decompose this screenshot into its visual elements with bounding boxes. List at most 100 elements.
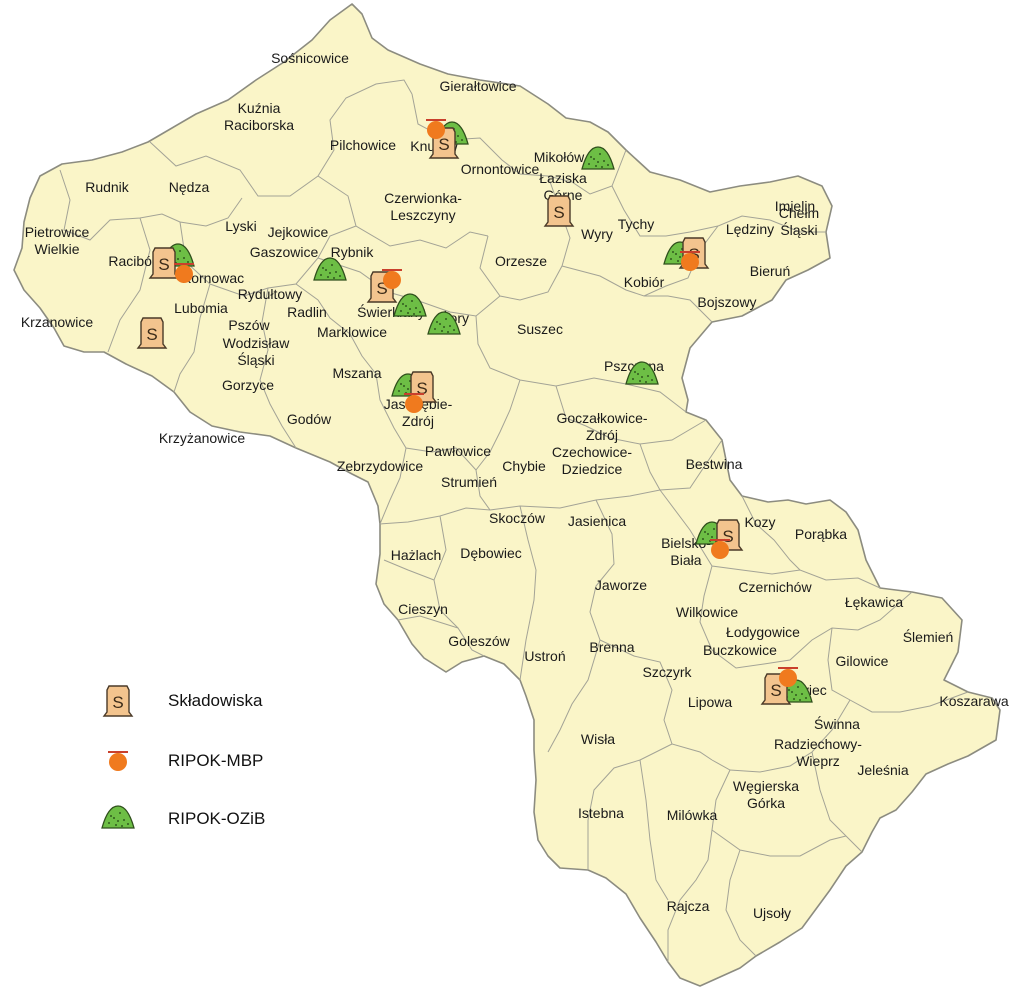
mbp-symbol [404,393,424,413]
place-label: Węgierska Górka [733,778,799,811]
place-label: Pietrowice Wielkie [25,224,90,257]
place-label: Wyry [581,226,613,242]
legend-label: RIPOK-OZiB [168,809,265,828]
place-label: Ujsoły [753,905,791,921]
svg-text:S: S [376,279,387,298]
place-label: Nędza [169,179,210,195]
place-labels: Sośnicowice Gierałtowice Kuźnia Raciborska P… [21,50,1009,921]
place-label: Ornontowice [461,161,540,177]
place-label: Mszana [332,365,381,381]
ozib-symbol [313,257,347,281]
landfill-symbol: S [543,195,575,227]
place-label: Lipowa [688,694,733,710]
place-label: Porąbka [795,526,847,542]
place-label: Pawłowice [425,443,491,459]
mbp-symbol [680,251,700,271]
place-label: Gilowice [836,653,889,669]
place-label: Pszów [228,317,270,333]
place-label: Łękawica [845,594,904,610]
place-label: Łodygowice [726,624,800,640]
mbp-icon [108,751,128,771]
place-label: Imielin [775,198,815,214]
place-label: Ustroń [524,648,565,664]
legend: S Składowiska RIPOK-MBP RIPOK-OZiB [101,685,265,829]
place-label: Wisła [581,731,615,747]
svg-text:S: S [722,527,733,546]
svg-text:S: S [112,693,123,712]
place-label: Strumień [441,474,497,490]
place-label: Istebna [578,805,624,821]
place-label: Szczyrk [643,664,693,680]
place-label: Radziechowy-Wieprz [774,736,862,769]
place-label: Koszarawa [939,693,1008,709]
place-label: Kuźnia Raciborska [224,100,294,133]
mbp-symbol [382,269,402,289]
svg-text:S: S [770,681,781,700]
place-label: Pilchowice [330,137,396,153]
place-label: Chybie [502,458,546,474]
place-label: Jaworze [595,577,647,593]
place-label: Bestwina [686,456,743,472]
ozib-symbol [625,361,659,385]
mbp-symbol [710,539,730,559]
place-label: Wilkowice [676,604,738,620]
place-label: Ślemień [903,628,954,645]
landfill-icon: S [102,685,134,717]
place-label: Jasienica [568,513,627,529]
place-label: Krzanowice [21,314,94,330]
svg-text:S: S [416,379,427,398]
place-label: Rydułtowy [238,286,303,302]
ozib-symbol [393,293,427,317]
place-label: Mikołów [534,149,585,165]
place-label: Czerwionka-Leszczyny [384,190,462,223]
svg-text:S: S [438,135,449,154]
mbp-symbol [778,667,798,687]
place-label: Sośnicowice [271,50,349,66]
place-label: Kornowac [182,270,244,286]
place-label: Suszec [517,321,563,337]
place-label: Świnna [814,715,860,732]
place-label: Skoczów [489,510,546,526]
place-label: Gorzyce [222,377,274,393]
place-label: Godów [287,411,332,427]
place-label: Zebrzydowice [337,458,424,474]
place-label: Dębowiec [460,545,521,561]
landfill-symbol: S [148,247,180,279]
place-label: Cieszyn [398,601,448,617]
place-label: Kozy [744,514,775,530]
ozib-symbol [427,311,461,335]
place-label: Goleszów [448,633,510,649]
legend-label: RIPOK-MBP [168,751,263,770]
ozib-symbol [581,146,615,170]
region-outline [13,3,1001,987]
place-label: Bieruń [750,263,790,279]
place-label: Marklowice [317,324,387,340]
svg-text:S: S [158,255,169,274]
place-label: Wodzisław Śląski [223,335,291,368]
place-label: Lyski [225,218,256,234]
place-label: Gaszowice [250,244,319,260]
place-label: Racibórz [108,253,163,269]
place-label: Jeleśnia [857,762,909,778]
place-label: Hażlach [391,547,442,563]
mbp-symbol [174,263,194,283]
place-label: Czernichów [738,579,812,595]
place-label: Jejkowice [268,224,329,240]
place-label: Lędziny [726,221,774,237]
place-label: Milówka [667,807,718,823]
place-label: Kobiór [624,274,665,290]
svg-text:S: S [553,203,564,222]
place-label: Radlin [287,304,327,320]
place-label: Buczkowice [703,642,777,658]
place-label: Brenna [589,639,634,655]
place-label: Lubomia [174,300,228,316]
place-label: Orzesze [495,253,547,269]
place-label: Bojszowy [697,294,756,310]
legend-label: Składowiska [168,691,263,710]
place-label: Czechowice-Dziedzice [552,444,632,477]
place-label: Rudnik [85,179,130,195]
svg-text:S: S [146,325,157,344]
place-label: Goczałkowice-Zdrój [556,410,647,443]
